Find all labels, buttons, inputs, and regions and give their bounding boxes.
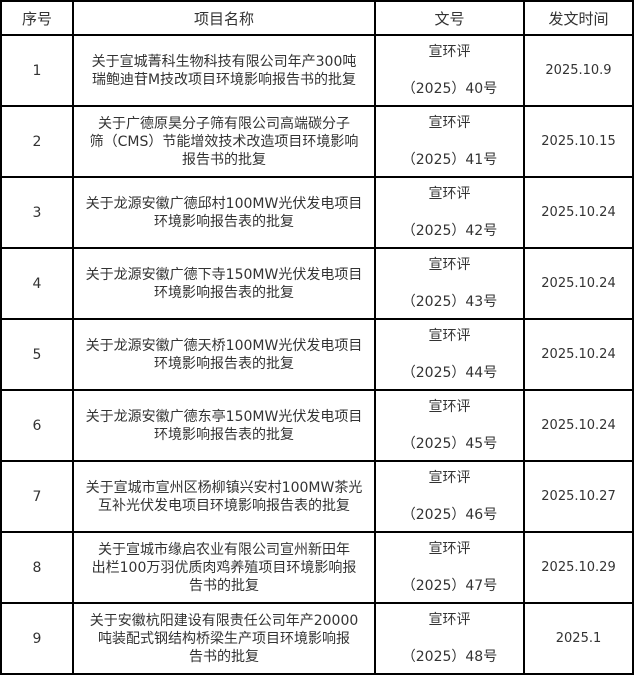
project-name-line: 报告书的批复: [182, 151, 266, 168]
spacer: [376, 203, 523, 222]
project-name: 关于安徽杭阳建设有限责任公司年产20000 吨装配式钢结构桥梁生产项目环境影响报告…: [72, 602, 376, 675]
row-number: 4: [0, 247, 74, 320]
spacer: [376, 558, 523, 577]
project-name-line: 告书的批复: [189, 648, 259, 665]
project-name-line: 瑞鲍迪苷M技改项目环境影响报告书的批复: [91, 71, 357, 88]
project-name-line: 筛（CMS）节能增效技术改造项目环境影响: [89, 133, 359, 150]
doc-serial: （2025）44号: [401, 365, 498, 381]
project-name-line: 关于宣城市缘启农业有限公司宣州新田年: [98, 541, 350, 558]
project-name-line: 关于宣城市宣州区杨柳镇兴安村100MW茶光: [85, 479, 363, 496]
doc-serial: （2025）41号: [401, 152, 498, 168]
doc-serial: （2025）48号: [401, 649, 498, 665]
issue-date: 2025.10.24: [523, 318, 634, 391]
row-number: 1: [0, 34, 74, 107]
doc-number: 宣环评 （2025）41号: [374, 105, 525, 178]
project-name-line: 环境影响报告表的批复: [154, 426, 294, 443]
spacer: [376, 132, 523, 151]
doc-prefix: 宣环评: [428, 44, 471, 60]
doc-prefix: 宣环评: [428, 470, 471, 486]
issue-date: 2025.10.9: [523, 34, 634, 107]
project-name: 关于宣城菁科生物科技有限公司年产300吨 瑞鲍迪苷M技改项目环境影响报告书的批复: [72, 34, 376, 107]
row-number: 5: [0, 318, 74, 391]
spacer: [376, 61, 523, 80]
project-name-line: 互补光伏发电项目环境影响报告表的批复: [98, 497, 350, 514]
header-project-name: 项目名称: [72, 0, 376, 36]
project-name-line: 环境影响报告表的批复: [154, 355, 294, 372]
doc-prefix: 宣环评: [428, 115, 471, 131]
doc-serial: （2025）47号: [401, 578, 498, 594]
row-number: 2: [0, 105, 74, 178]
issue-date: 2025.10.24: [523, 176, 634, 249]
row-number: 7: [0, 460, 74, 533]
doc-number: 宣环评 （2025）47号: [374, 531, 525, 604]
doc-number: 宣环评 （2025）45号: [374, 389, 525, 462]
project-name-line: 环境影响报告表的批复: [154, 213, 294, 230]
header-doc-number: 文号: [374, 0, 525, 36]
doc-number: 宣环评 （2025）48号: [374, 602, 525, 675]
doc-prefix: 宣环评: [428, 541, 471, 557]
project-name: 关于龙源安徽广德东亭150MW光伏发电项目 环境影响报告表的批复: [72, 389, 376, 462]
project-name: 关于宣城市缘启农业有限公司宣州新田年 出栏100万羽优质肉鸡养殖项目环境影响报 告书…: [72, 531, 376, 604]
row-number: 9: [0, 602, 74, 675]
doc-prefix: 宣环评: [428, 328, 471, 344]
project-name: 关于宣城市宣州区杨柳镇兴安村100MW茶光 互补光伏发电项目环境影响报告表的批复: [72, 460, 376, 533]
doc-serial: （2025）45号: [401, 436, 498, 452]
row-number: 3: [0, 176, 74, 249]
project-name-line: 环境影响报告表的批复: [154, 284, 294, 301]
project-name: 关于龙源安徽广德下寺150MW光伏发电项目 环境影响报告表的批复: [72, 247, 376, 320]
project-name: 关于广德原昊分子筛有限公司高端碳分子 筛（CMS）节能增效技术改造项目环境影响 报告…: [72, 105, 376, 178]
spacer: [376, 487, 523, 506]
table-row: 8 关于宣城市缘启农业有限公司宣州新田年 出栏100万羽优质肉鸡养殖项目环境影响报告…: [0, 531, 634, 604]
spacer: [376, 345, 523, 364]
project-name-line: 告书的批复: [189, 577, 259, 594]
project-name-line: 关于龙源安徽广德天桥100MW光伏发电项目: [85, 337, 363, 354]
header-no: 序号: [0, 0, 74, 36]
row-number: 6: [0, 389, 74, 462]
project-name-line: 关于广德原昊分子筛有限公司高端碳分子: [98, 115, 350, 132]
project-name: 关于龙源安徽广德邱村100MW光伏发电项目 环境影响报告表的批复: [72, 176, 376, 249]
doc-serial: （2025）40号: [401, 81, 498, 97]
project-name-line: 关于龙源安徽广德下寺150MW光伏发电项目: [85, 266, 363, 283]
project-name: 关于龙源安徽广德天桥100MW光伏发电项目 环境影响报告表的批复: [72, 318, 376, 391]
doc-serial: （2025）46号: [401, 507, 498, 523]
spacer: [376, 629, 523, 648]
project-name-line: 关于龙源安徽广德邱村100MW光伏发电项目: [85, 195, 363, 212]
header-issue-date: 发文时间: [523, 0, 634, 36]
table-row: 6 关于龙源安徽广德东亭150MW光伏发电项目 环境影响报告表的批复 宣环评 （2025…: [0, 389, 634, 462]
issue-date: 2025.10.24: [523, 389, 634, 462]
row-number: 8: [0, 531, 74, 604]
table-row: 2 关于广德原昊分子筛有限公司高端碳分子 筛（CMS）节能增效技术改造项目环境影响报…: [0, 105, 634, 178]
issue-date: 2025.10.27: [523, 460, 634, 533]
table-row: 7 关于宣城市宣州区杨柳镇兴安村100MW茶光 互补光伏发电项目环境影响报告表的批复…: [0, 460, 634, 533]
project-name-line: 关于龙源安徽广德东亭150MW光伏发电项目: [85, 408, 363, 425]
doc-number: 宣环评 （2025）43号: [374, 247, 525, 320]
doc-prefix: 宣环评: [428, 612, 471, 628]
table-row: 3 关于龙源安徽广德邱村100MW光伏发电项目 环境影响报告表的批复 宣环评 （2025…: [0, 176, 634, 249]
doc-serial: （2025）42号: [401, 223, 498, 239]
issue-date: 2025.10.29: [523, 531, 634, 604]
table-row: 9 关于安徽杭阳建设有限责任公司年产20000 吨装配式钢结构桥梁生产项目环境影响报…: [0, 602, 634, 675]
project-name-line: 出栏100万羽优质肉鸡养殖项目环境影响报: [91, 559, 357, 576]
project-name-line: 关于宣城菁科生物科技有限公司年产300吨: [91, 53, 357, 70]
issue-date: 2025.10.24: [523, 247, 634, 320]
doc-serial: （2025）43号: [401, 294, 498, 310]
doc-prefix: 宣环评: [428, 257, 471, 273]
doc-number: 宣环评 （2025）42号: [374, 176, 525, 249]
table-row: 4 关于龙源安徽广德下寺150MW光伏发电项目 环境影响报告表的批复 宣环评 （2025…: [0, 247, 634, 320]
table-row: 5 关于龙源安徽广德天桥100MW光伏发电项目 环境影响报告表的批复 宣环评 （2025…: [0, 318, 634, 391]
doc-number: 宣环评 （2025）46号: [374, 460, 525, 533]
doc-number: 宣环评 （2025）40号: [374, 34, 525, 107]
doc-number: 宣环评 （2025）44号: [374, 318, 525, 391]
issue-date: 2025.1: [523, 602, 634, 675]
project-name-line: 关于安徽杭阳建设有限责任公司年产20000: [89, 612, 359, 629]
spacer: [376, 274, 523, 293]
table-row: 1 关于宣城菁科生物科技有限公司年产300吨 瑞鲍迪苷M技改项目环境影响报告书的批复…: [0, 34, 634, 107]
header-row: 序号 项目名称 文号 发文时间: [0, 0, 634, 36]
project-name-line: 吨装配式钢结构桥梁生产项目环境影响报: [98, 630, 350, 647]
spacer: [376, 416, 523, 435]
doc-prefix: 宣环评: [428, 399, 471, 415]
issue-date: 2025.10.15: [523, 105, 634, 178]
doc-prefix: 宣环评: [428, 186, 471, 202]
